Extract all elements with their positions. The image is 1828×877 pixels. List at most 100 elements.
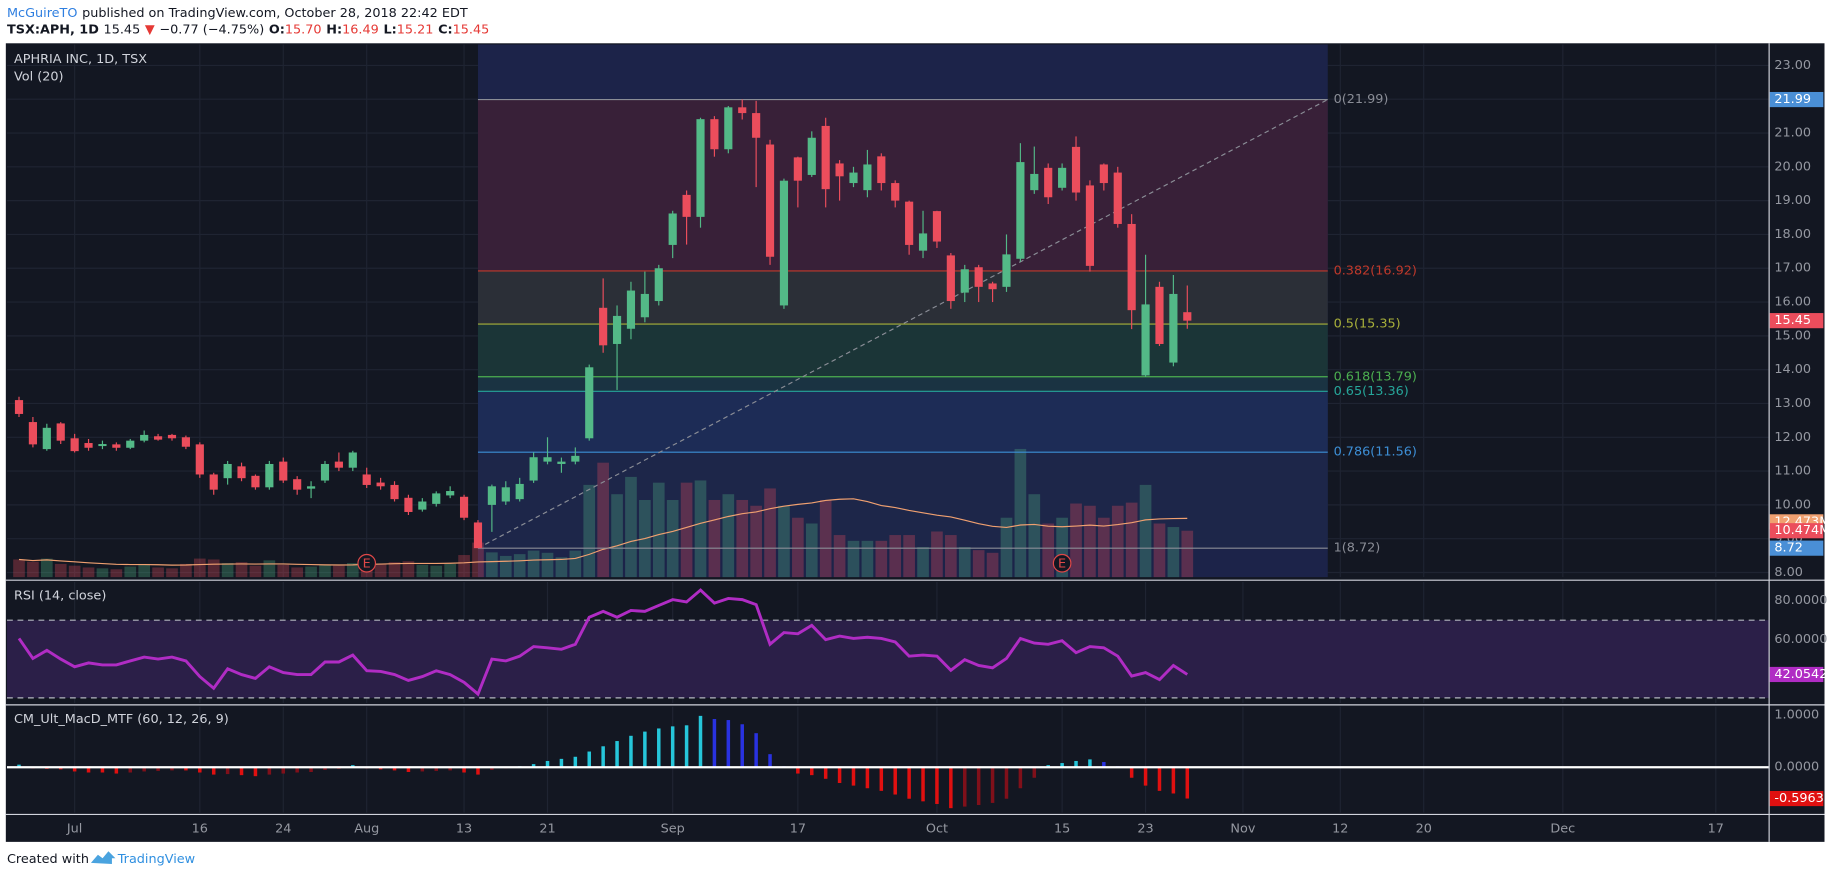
fib-trend-line <box>477 99 1329 549</box>
macd-bar <box>796 767 800 774</box>
quote-part: 15.70 <box>285 22 322 37</box>
last-price-badge: 15.45 <box>1774 313 1811 328</box>
macd-bar <box>768 754 772 768</box>
candle-body <box>571 455 580 462</box>
macd-bar <box>490 767 494 770</box>
last-price-badge-bg <box>1769 313 1824 329</box>
candle-body <box>487 486 496 505</box>
price-pane: 0(21.99) 0.382(16.92) 0.5(15.35) 0.618(13.7… <box>6 44 1769 578</box>
candle-body <box>1030 173 1039 191</box>
macd-bar <box>573 756 578 768</box>
footer-created: Created with <box>7 852 89 867</box>
quote-part: C: <box>438 22 453 37</box>
macd-bar <box>86 767 91 773</box>
volume-bar <box>750 505 762 578</box>
y-tick-label: 21.00 <box>1774 126 1811 141</box>
volume-bar <box>333 565 345 578</box>
earnings-marker <box>1052 553 1072 573</box>
y-tick-label: 20.00 <box>1774 159 1811 174</box>
macd-bar <box>1088 759 1092 768</box>
candle-body <box>905 201 914 245</box>
rsi-band <box>6 620 1769 698</box>
macd-bar <box>907 767 911 799</box>
volume-bar <box>374 563 387 578</box>
macd-badge: -0.5963 <box>1774 791 1823 806</box>
macd-bar <box>1157 767 1162 791</box>
macd-bar <box>740 724 744 768</box>
volume-bar <box>1042 523 1055 578</box>
macd-bar <box>476 767 480 775</box>
macd-bar <box>684 725 689 768</box>
quote-line: TSX:APH, 1D 15.45 ▼ −0.77 (−4.75%) O:15.70 H:… <box>7 22 489 37</box>
macd-bar <box>670 726 675 768</box>
candle-body <box>237 466 246 479</box>
macd-bar <box>837 767 842 783</box>
quote-part: −0.77 (−4.75%) <box>159 22 264 37</box>
volume-bar <box>666 499 679 578</box>
macd-bar <box>1143 767 1148 786</box>
volume-badge-bg <box>1769 523 1824 539</box>
candle-body <box>891 183 900 201</box>
y-tick-label: 14.00 <box>1774 362 1811 377</box>
volume-bar <box>54 563 67 578</box>
volume-bar <box>235 562 248 578</box>
macd-bar <box>1185 767 1190 799</box>
candle-body <box>195 444 204 475</box>
macd-bar <box>100 767 105 773</box>
x-tick-label: 17 <box>790 822 806 837</box>
candle-body <box>988 283 997 290</box>
volume-bar <box>68 565 81 578</box>
volume-bar <box>96 568 109 578</box>
macd-bar <box>935 767 939 804</box>
volume-bar <box>221 563 234 578</box>
macd-bar <box>865 767 870 789</box>
candle-body <box>446 491 455 496</box>
macd-bar <box>323 767 327 770</box>
fib-label: 0.5(15.35) <box>1334 317 1401 332</box>
rsi-line <box>17 588 1189 697</box>
candle-body <box>84 443 93 448</box>
volume-bar <box>472 542 484 578</box>
volume-bar <box>444 563 456 578</box>
volume-bar <box>708 499 721 578</box>
quote-part: TSX:APH, 1D <box>7 22 99 37</box>
y-tick-label: 10.00 <box>1774 497 1811 512</box>
macd-bar <box>851 767 856 786</box>
y-tick-label: 11.00 <box>1774 464 1811 479</box>
volume-bar <box>40 558 53 578</box>
candle-body <box>154 436 163 440</box>
macd-bar <box>1060 763 1064 768</box>
x-tick-label: 24 <box>275 822 291 837</box>
macd-bar <box>559 758 564 768</box>
candle-body <box>223 463 232 479</box>
candle-body <box>209 474 218 490</box>
volume-bar <box>82 567 95 578</box>
x-tick-label: 15 <box>1054 822 1070 837</box>
volume-bar <box>847 540 860 578</box>
candle-body <box>404 497 413 512</box>
candle-body <box>626 290 636 329</box>
candle-body <box>348 452 357 468</box>
macd-bar <box>879 767 884 791</box>
volume-bar <box>819 499 832 578</box>
author[interactable]: McGuireTO <box>7 5 78 20</box>
macd-bar <box>406 767 411 772</box>
candle-body <box>599 307 608 346</box>
volume-bar <box>1084 505 1096 578</box>
volume-bar <box>694 480 707 578</box>
rsi-pane <box>6 581 1769 704</box>
volume-bar <box>388 562 401 578</box>
pane-title: Vol (20) <box>14 70 64 85</box>
candle-body <box>112 444 121 448</box>
fib-label: 0.65(13.36) <box>1334 384 1409 399</box>
rsi-badge-bg <box>1769 666 1824 683</box>
volume-bar <box>861 540 874 578</box>
volume-bar <box>778 505 790 578</box>
volume-bar <box>736 499 749 578</box>
fib-zone <box>477 452 1328 549</box>
volume-bar <box>166 568 178 578</box>
footer-brand[interactable]: TradingView <box>117 852 195 867</box>
candle-body <box>654 268 663 302</box>
volume-bar <box>1014 448 1027 578</box>
candle-body <box>362 474 371 485</box>
